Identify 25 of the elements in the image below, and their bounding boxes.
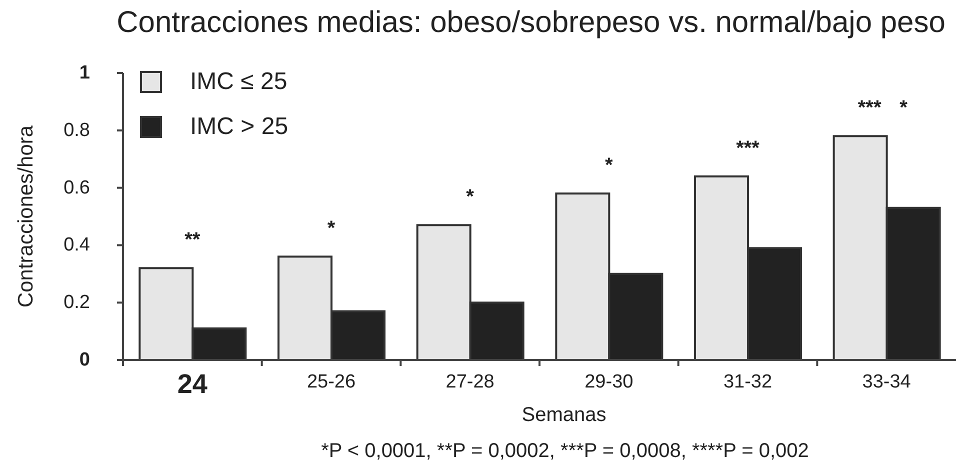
x-axis-title: Semanas <box>520 403 608 427</box>
y-tick-label: 0.4 <box>64 234 90 256</box>
y-axis-title: Contracciones/hora <box>14 125 38 308</box>
chart-title: Contracciones medias: obeso/sobrepeso vs. normal/bajo peso <box>116 6 946 40</box>
x-tick-label: 33-34 <box>862 372 912 392</box>
legend-label: IMC > 25 <box>190 112 288 140</box>
text: *P < 0,0001, **P = 0,0002, ***P = 0,0008, ****P = 0,002 <box>320 440 810 462</box>
x-tick-label: 25-26 <box>306 372 356 392</box>
y-tick-label: 1 <box>79 62 90 84</box>
x-tick-label: 27-28 <box>446 372 494 392</box>
y-tick-label: 0.2 <box>64 292 90 314</box>
annotation: * <box>327 218 336 240</box>
annotation: * <box>466 186 474 208</box>
annotation: * <box>900 97 908 120</box>
x-tick-label: 31-32 <box>723 372 772 392</box>
annotation: *** <box>736 137 760 160</box>
annotation: *** <box>858 97 882 120</box>
x-tick-label: 24 <box>177 369 208 399</box>
y-tick-label: 0.8 <box>64 120 90 141</box>
y-tick-label: 0 <box>79 350 90 370</box>
legend-label: IMC ≤ 25 <box>190 68 288 96</box>
y-tick-label: 0.6 <box>64 177 90 198</box>
annotation: * <box>605 154 614 177</box>
x-tick-label: 29-30 <box>584 372 634 392</box>
annotation: ** <box>184 229 200 252</box>
